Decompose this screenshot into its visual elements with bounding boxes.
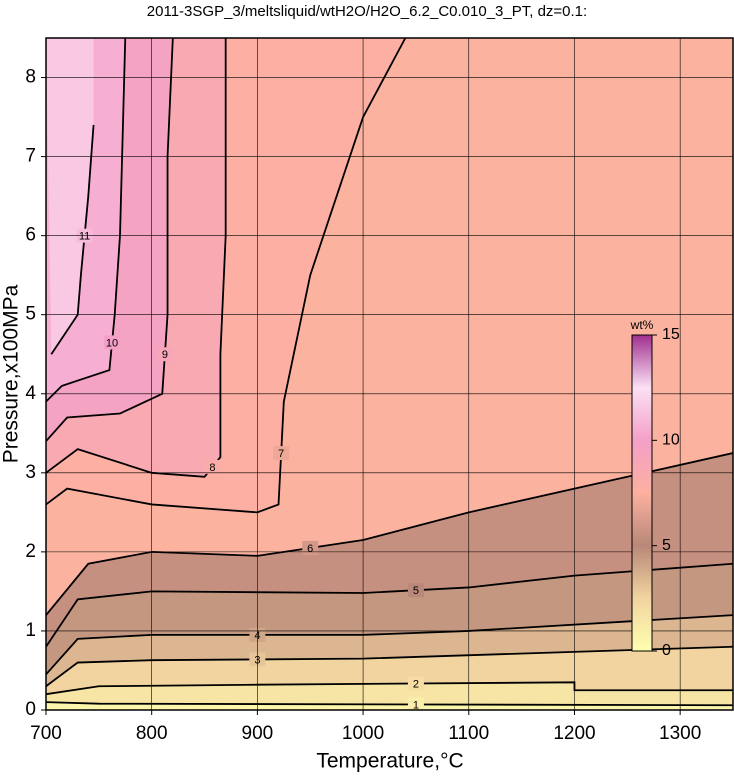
contour-label: 1 [413, 699, 419, 711]
contour-label: 7 [278, 448, 284, 460]
contour-label: 2 [413, 678, 419, 690]
x-tick-label: 1300 [659, 723, 701, 744]
contour-label: 10 [106, 337, 118, 349]
contour-label: 5 [413, 585, 419, 597]
contour-label-bg [104, 335, 121, 350]
plot-frame [45, 37, 734, 711]
colorbar-label: wt% [630, 318, 654, 332]
contour-label: 8 [209, 462, 215, 474]
contour-label-bg [204, 459, 221, 474]
contour-label: 11 [79, 231, 90, 243]
x-tick-label: 1200 [553, 723, 595, 744]
y-tick-label: 7 [25, 146, 36, 167]
colorbar-tick-label: 5 [662, 537, 671, 554]
contour-line [50, 124, 95, 355]
contour-label: 9 [162, 349, 168, 361]
y-tick-label: 3 [25, 462, 36, 483]
y-tick-label: 1 [25, 620, 36, 641]
y-tick-label: 4 [25, 383, 36, 404]
colorbar-tick-label: 0 [662, 642, 671, 659]
contour-label: 6 [307, 543, 313, 555]
contour-label-bg [407, 697, 424, 710]
x-tick-label: 1000 [342, 723, 384, 744]
chart-title: 2011-3SGP_3/meltsliquid/wtH2O/H2O_6.2_C0… [147, 3, 587, 20]
y-tick-label: 6 [25, 225, 36, 246]
y-tick-label: 2 [25, 541, 36, 562]
y-axis-label: Pressure,x100MPa [0, 284, 23, 463]
contour-label-bg [302, 540, 319, 555]
colorbar [631, 334, 653, 652]
contour-label-bg [407, 583, 424, 598]
x-tick-label: 900 [242, 723, 274, 744]
contour-label-bg [273, 446, 290, 461]
colorbar-tick-label: 15 [662, 326, 680, 343]
y-tick-label: 0 [25, 699, 36, 720]
x-tick-label: 800 [136, 723, 168, 744]
contour-line [46, 701, 733, 707]
colorbar-tick-label: 10 [662, 432, 680, 449]
contour-line [46, 38, 407, 514]
y-tick-label: 5 [25, 304, 36, 325]
contour-label-bg [407, 676, 424, 691]
contour-fill [46, 38, 94, 355]
x-axis-label: Temperature,°C [316, 750, 463, 773]
x-tick-label: 1100 [448, 723, 489, 744]
x-tick-label: 700 [30, 723, 62, 744]
contour-label-bg [156, 347, 173, 362]
y-tick-label: 8 [25, 67, 36, 88]
